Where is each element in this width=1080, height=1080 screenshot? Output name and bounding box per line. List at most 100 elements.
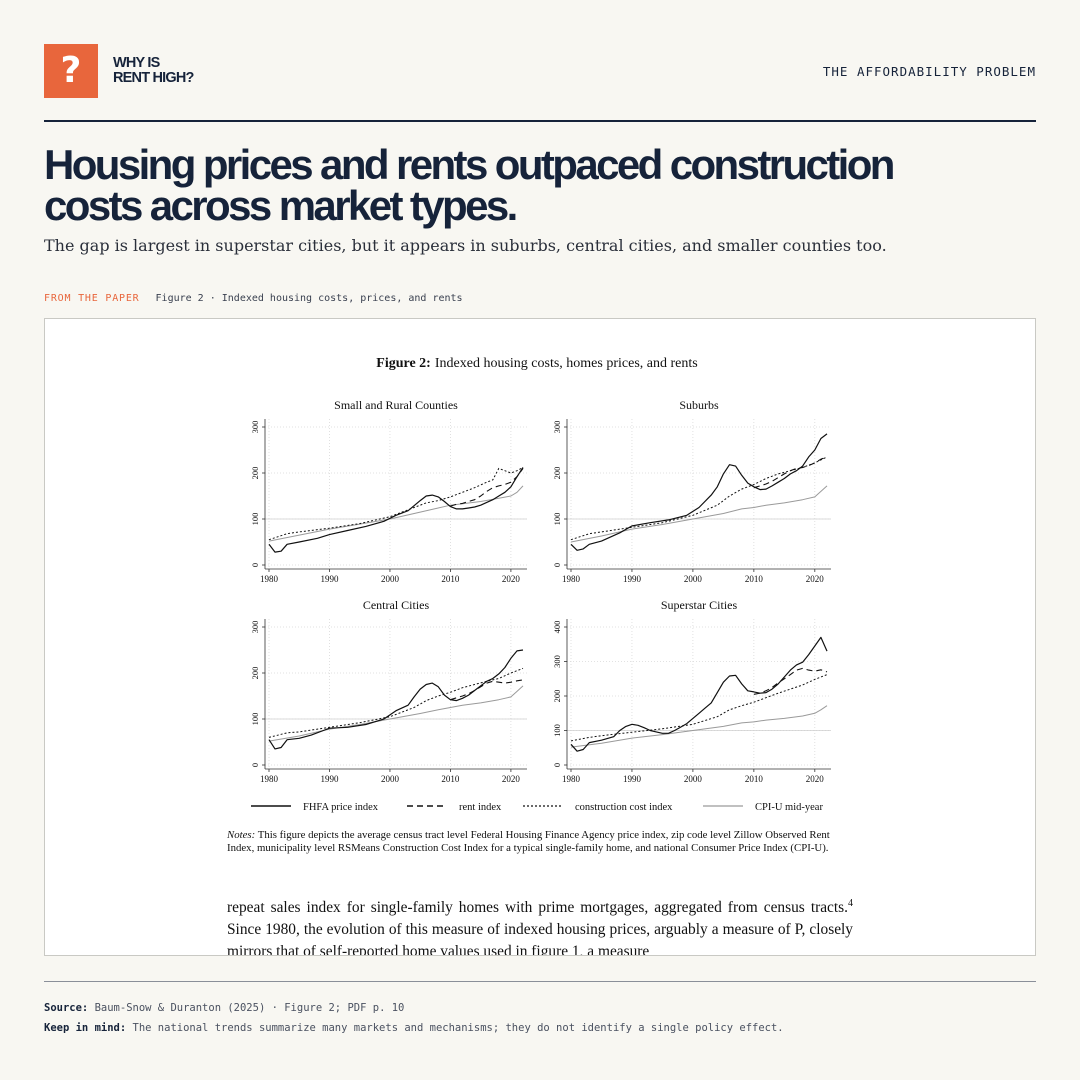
x-tick-label: 1990 — [320, 574, 339, 584]
series-line-rent-index — [753, 667, 828, 695]
panel-2: Suburbs 1980 1990 2000 2010 2020 0 100 200 300 — [552, 398, 831, 584]
panel-title: Suburbs — [679, 398, 719, 412]
body-line1: repeat sales index for single-family hom… — [227, 899, 805, 917]
panel-title: Small and Rural Counties — [334, 398, 458, 412]
panel-title: Superstar Cities — [661, 598, 738, 612]
question-mark-icon: ? — [44, 44, 98, 98]
caveat-line: Keep in mind: The national trends summar… — [44, 1022, 784, 1034]
figure-notes: Notes: This figure depicts the average c… — [227, 829, 853, 854]
y-tick-label: 200 — [552, 467, 562, 480]
y-tick-label: 0 — [552, 563, 562, 567]
brand-name-line1: WHY IS — [113, 55, 160, 71]
y-tick-label: 100 — [250, 513, 260, 526]
source-label: Source: — [44, 1002, 89, 1014]
notes-label: Notes: — [227, 829, 256, 841]
y-tick-label: 300 — [552, 421, 562, 434]
from-paper-label: FROM THE PAPER — [44, 293, 140, 304]
y-tick-label: 400 — [552, 621, 562, 634]
series-line-rent-index — [450, 468, 524, 507]
x-tick-label: 2000 — [381, 774, 400, 784]
x-tick-label: 2010 — [745, 574, 764, 584]
subtitle: The gap is largest in superstar cities, … — [44, 236, 887, 255]
y-tick-label: 200 — [250, 667, 260, 680]
y-tick-label: 0 — [250, 763, 260, 767]
series-line-cpi-u-mid-year — [570, 705, 828, 748]
legend-label: construction cost index — [575, 802, 673, 813]
source-text: Baum-Snow & Duranton (2025) · Figure 2; … — [94, 1002, 405, 1014]
x-tick-label: 2020 — [502, 774, 521, 784]
legend-label: CPI-U mid-year — [755, 802, 823, 813]
legend-label: FHFA price index — [303, 802, 379, 813]
y-tick-label: 0 — [250, 563, 260, 567]
x-tick-label: 1980 — [562, 774, 581, 784]
figure-title-bold: Figure 2: — [376, 356, 431, 371]
x-tick-label: 2000 — [381, 574, 400, 584]
series-line-construction-cost-index — [268, 667, 524, 738]
series-line-cpi-u-mid-year — [268, 485, 524, 542]
y-tick-label: 200 — [552, 690, 562, 703]
series-line-rent-index — [450, 679, 524, 701]
chart-legend: FHFA price index rent index construction c… — [251, 802, 823, 813]
figure-excerpt: Figure 2: Indexed housing costs, homes pr… — [44, 318, 1036, 956]
x-tick-label: 1990 — [320, 774, 339, 784]
panel-title: Central Cities — [363, 598, 430, 612]
legend-label: rent index — [459, 802, 502, 813]
footnote-marker: 4 — [848, 898, 853, 909]
y-tick-label: 100 — [552, 513, 562, 526]
brand-name: WHY IS RENT HIGH? — [113, 56, 194, 85]
y-tick-label: 300 — [250, 421, 260, 434]
notes-line2: Index, municipality level RSMeans Constr… — [227, 841, 829, 854]
page-title-line1: Housing prices and rents outpaced constr… — [44, 141, 895, 188]
x-tick-label: 2010 — [441, 574, 460, 584]
x-tick-label: 1990 — [623, 574, 642, 584]
y-tick-label: 100 — [250, 713, 260, 726]
x-tick-label: 2020 — [502, 574, 521, 584]
y-tick-label: 300 — [250, 621, 260, 634]
series-line-construction-cost-index — [570, 674, 828, 742]
header-divider — [44, 120, 1036, 122]
figure-svg: Figure 2: Indexed housing costs, homes pr… — [250, 356, 831, 813]
series-line-rent-index — [753, 456, 828, 489]
x-tick-label: 2020 — [806, 574, 825, 584]
series-line-fhfa-price-index — [268, 467, 524, 553]
paper-body-text: repeat sales index for single-family hom… — [227, 893, 853, 956]
keep-label: Keep in mind: — [44, 1022, 127, 1034]
series-line-fhfa-price-index — [570, 433, 828, 551]
body-line2a: tracts. — [810, 899, 848, 917]
x-tick-label: 2000 — [684, 774, 703, 784]
y-tick-label: 100 — [552, 724, 562, 737]
x-tick-label: 1980 — [260, 574, 279, 584]
x-tick-label: 1980 — [562, 574, 581, 584]
y-tick-label: 0 — [552, 763, 562, 767]
page-title-line2: costs across market types. — [44, 182, 518, 229]
y-tick-label: 300 — [552, 655, 562, 668]
figure-title: Figure 2: Indexed housing costs, homes pr… — [376, 356, 697, 371]
brand-name-line2: RENT HIGH? — [113, 69, 194, 86]
figure-caption: Figure 2 · Indexed housing costs, prices… — [155, 293, 463, 304]
footer-divider — [44, 981, 1036, 982]
panel-4: Superstar Cities 1980 1990 2000 2010 2020 0 100… — [552, 598, 831, 784]
page-title: Housing prices and rents outpaced constr… — [44, 141, 1044, 229]
series-line-construction-cost-index — [570, 456, 828, 541]
source-line: Source: Baum-Snow & Duranton (2025) · Fi… — [44, 1002, 404, 1014]
x-tick-label: 2020 — [806, 774, 825, 784]
series-line-fhfa-price-index — [570, 636, 828, 752]
x-tick-label: 2000 — [684, 574, 703, 584]
body-line2b: Since 1980, the evolution of this measur… — [227, 921, 719, 939]
figure-label-row: FROM THE PAPER Figure 2 · Indexed housin… — [44, 293, 463, 304]
x-tick-label: 2010 — [745, 774, 764, 784]
section-tag: THE AFFORDABILITY PROBLEM — [822, 64, 1036, 79]
x-tick-label: 2010 — [441, 774, 460, 784]
notes-line1: This figure depicts the average census t… — [257, 829, 830, 841]
body-line3: measure of P, closely mirrors that of se… — [227, 921, 853, 956]
series-line-cpi-u-mid-year — [268, 685, 524, 742]
series-line-fhfa-price-index — [268, 649, 524, 750]
y-tick-label: 200 — [250, 467, 260, 480]
series-line-cpi-u-mid-year — [570, 485, 828, 543]
series-line-construction-cost-index — [268, 467, 524, 541]
panel-3: Central Cities 1980 1990 2000 2010 2020 0 100 20… — [250, 598, 527, 784]
x-tick-label: 1980 — [260, 774, 279, 784]
figure-title-rest: Indexed housing costs, homes prices, and… — [435, 356, 698, 371]
